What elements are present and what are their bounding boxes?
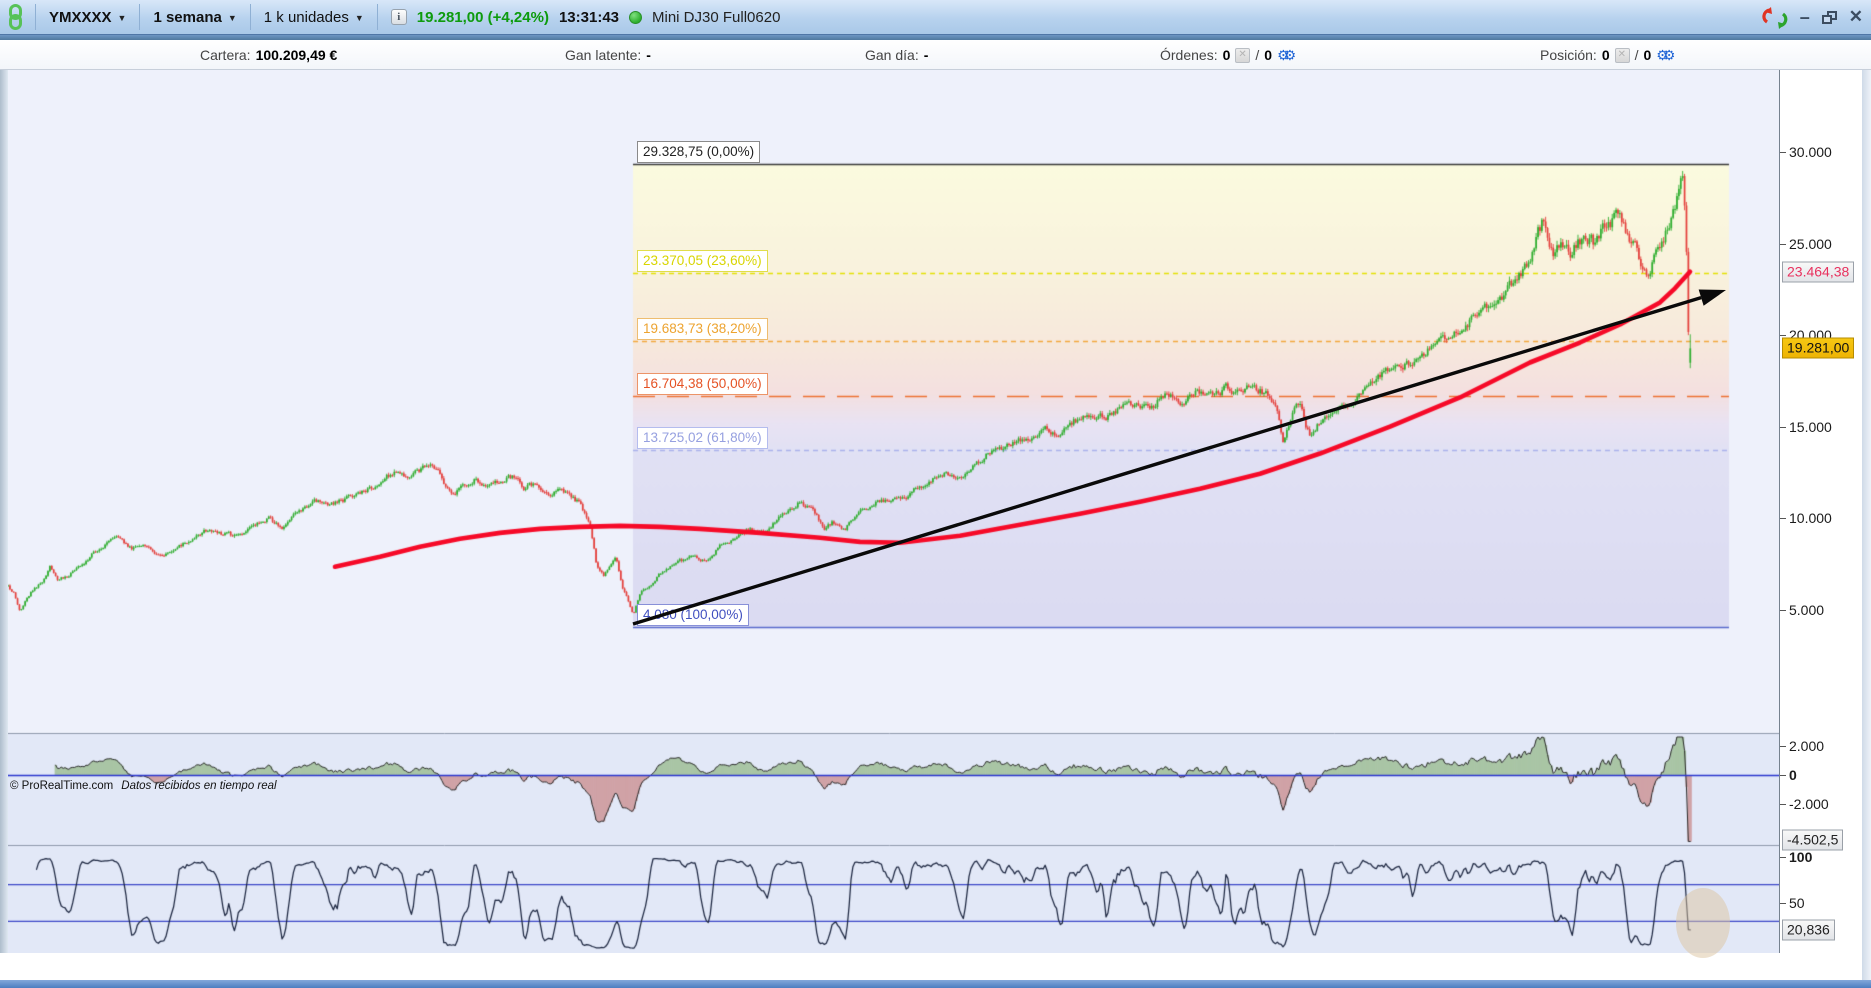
axis-tick bbox=[1780, 335, 1786, 337]
ordenes-label: Órdenes: bbox=[1160, 47, 1218, 63]
gan-latente-label: Gan latente: bbox=[565, 47, 642, 63]
quote-time: 13:31:43 bbox=[558, 8, 620, 26]
cartera-value: 100.209,49 € bbox=[255, 47, 338, 63]
axis-label: -2.000 bbox=[1789, 795, 1829, 812]
axis-tick bbox=[1780, 857, 1786, 858]
toolbar-bevel bbox=[0, 35, 1871, 40]
chevron-down-icon: ▼ bbox=[354, 13, 364, 23]
axis-label: 25.000 bbox=[1789, 235, 1832, 252]
axis-tick bbox=[1780, 426, 1786, 428]
portfolio-value: Cartera: 100.209,49 € bbox=[200, 40, 337, 70]
toolbar-separator bbox=[376, 4, 378, 30]
left-edge-strip bbox=[0, 70, 8, 953]
timeframe-label: 1 semana bbox=[153, 8, 222, 26]
day-gain: Gan día: - bbox=[865, 40, 928, 70]
minimize-button[interactable]: – bbox=[1799, 7, 1810, 27]
account-bar: Cartera: 100.209,49 € Gan latente: - Gan… bbox=[0, 40, 1871, 70]
restore-button[interactable] bbox=[1821, 10, 1837, 24]
chevron-down-icon: ▼ bbox=[227, 13, 237, 23]
indicator2-value-tag: 20,836 bbox=[1782, 919, 1835, 941]
contract-name: Mini DJ30 Full0620 bbox=[652, 8, 781, 26]
price-axis[interactable]: 30.000 25.000 20.000 15.000 10.000 5.000 2.000… bbox=[1779, 70, 1862, 953]
units-dropdown[interactable]: 1 k unidades ▼ bbox=[260, 9, 368, 26]
position-settings-icon[interactable]: ⚙⚙ bbox=[1656, 46, 1675, 63]
fib-level-label-5000[interactable]: 16.704,38 (50,00%) bbox=[637, 372, 768, 395]
fib-level-label-6180[interactable]: 13.725,02 (61,80%) bbox=[637, 427, 768, 450]
copyright-text: © ProRealTime.com bbox=[10, 780, 114, 792]
axis-label: 100 bbox=[1789, 849, 1813, 865]
axis-label: 30.000 bbox=[1789, 144, 1832, 160]
fib-level-label-3820[interactable]: 19.683,73 (38,20%) bbox=[637, 317, 768, 340]
top-toolbar: YMXXXX ▼ 1 semana ▼ 1 k unidades ▼ i 19.… bbox=[0, 0, 1871, 35]
slash: / bbox=[1255, 47, 1260, 63]
units-label: 1 k unidades bbox=[263, 8, 349, 26]
refresh-icon[interactable] bbox=[1762, 6, 1788, 30]
info-icon[interactable]: i bbox=[390, 9, 407, 25]
axis-tick bbox=[1780, 746, 1786, 747]
axis-tick bbox=[1780, 610, 1786, 611]
copyright-note: © ProRealTime.com Datos recibidos en tiem… bbox=[10, 780, 277, 792]
orders-settings-icon[interactable]: ⚙⚙ bbox=[1277, 46, 1296, 63]
price-chart-canvas[interactable] bbox=[0, 70, 1779, 953]
axis-tick bbox=[1780, 243, 1786, 245]
orders-group: Órdenes: 0 / 0 ⚙⚙ bbox=[1160, 40, 1296, 70]
ma-value-tag: 23.464,38 bbox=[1782, 261, 1855, 283]
bottom-window-bar bbox=[0, 980, 1871, 988]
axis-tick bbox=[1780, 152, 1786, 153]
axis-label: 5.000 bbox=[1789, 602, 1825, 618]
orders-list-icon bbox=[1235, 47, 1251, 63]
right-edge-strip bbox=[1862, 70, 1871, 988]
toolbar-separator bbox=[139, 4, 141, 30]
chevron-down-icon: ▼ bbox=[117, 13, 127, 23]
toolbar-separator bbox=[249, 4, 251, 30]
toolbar-separator bbox=[35, 4, 36, 30]
fib-level-label-2360[interactable]: 23.370,05 (23,60%) bbox=[637, 250, 768, 273]
last-price: 19.281,00 (+4,24%) bbox=[416, 8, 549, 26]
instrument-dropdown[interactable]: YMXXXX ▼ bbox=[45, 9, 130, 26]
timeframe-dropdown[interactable]: 1 semana ▼ bbox=[149, 9, 240, 26]
axis-label: 2.000 bbox=[1789, 738, 1825, 754]
ordenes-count: 0 bbox=[1222, 47, 1231, 63]
fib-level-label-10000[interactable]: 4.080 (100,00%) bbox=[637, 603, 749, 626]
axis-label: 0 bbox=[1789, 767, 1797, 783]
realtime-note: Datos recibidos en tiempo real bbox=[121, 780, 277, 792]
axis-label: 50 bbox=[1789, 895, 1805, 911]
gan-latente-value: - bbox=[646, 47, 651, 63]
last-price-tag: 19.281,00 bbox=[1782, 337, 1855, 359]
live-status-icon bbox=[629, 10, 643, 24]
axis-label: 10.000 bbox=[1789, 510, 1832, 527]
close-button[interactable]: ✕ bbox=[1848, 7, 1863, 26]
indicator1-value-tag: -4.502,5 bbox=[1782, 829, 1844, 851]
posicion-count-2: 0 bbox=[1643, 47, 1652, 63]
ordenes-count-2: 0 bbox=[1264, 47, 1273, 63]
gan-dia-value: - bbox=[923, 47, 929, 63]
slash: / bbox=[1634, 47, 1639, 63]
fib-level-label-000[interactable]: 29.328,75 (0,00%) bbox=[637, 141, 761, 164]
axis-tick bbox=[1780, 775, 1786, 776]
position-list-icon bbox=[1614, 47, 1630, 63]
cartera-label: Cartera: bbox=[200, 47, 251, 63]
latent-gain: Gan latente: - bbox=[565, 40, 651, 70]
instrument-label: YMXXXX bbox=[49, 8, 112, 26]
axis-tick bbox=[1780, 518, 1786, 520]
gan-dia-label: Gan día: bbox=[865, 47, 919, 63]
axis-label: 15.000 bbox=[1789, 418, 1832, 435]
posicion-count: 0 bbox=[1601, 47, 1610, 63]
position-group: Posición: 0 / 0 ⚙⚙ bbox=[1540, 40, 1675, 70]
axis-tick bbox=[1780, 803, 1786, 805]
posicion-label: Posición: bbox=[1540, 47, 1597, 63]
chart-region: 30.000 25.000 20.000 15.000 10.000 5.000 2.000… bbox=[0, 70, 1871, 988]
highlight-ellipse-annotation[interactable] bbox=[1676, 888, 1730, 958]
axis-tick bbox=[1780, 903, 1786, 904]
link-chain-icon[interactable] bbox=[6, 3, 26, 31]
